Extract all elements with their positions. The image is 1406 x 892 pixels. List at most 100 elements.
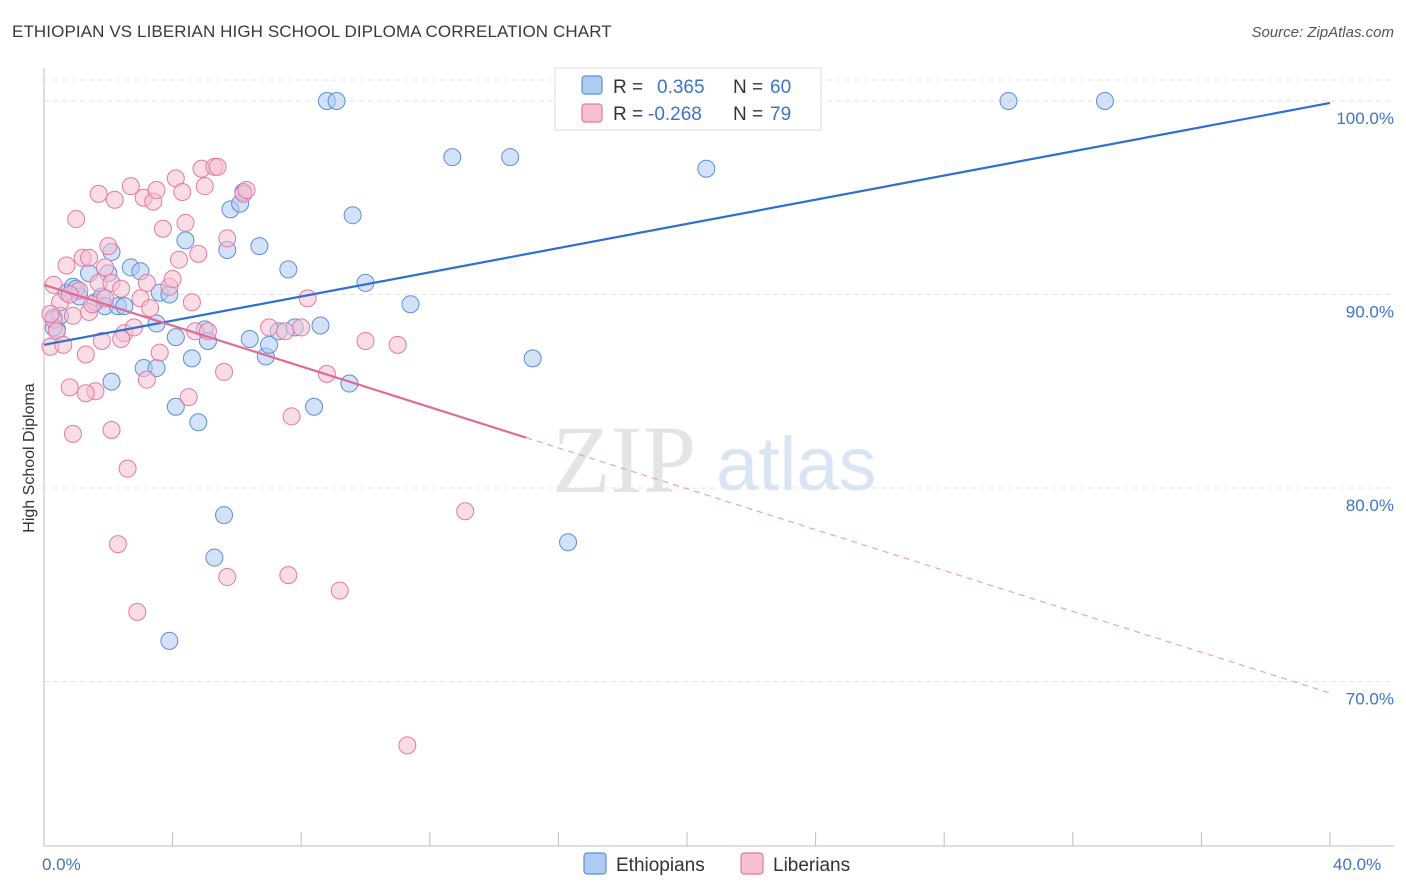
point-liberians xyxy=(388,335,407,354)
point-liberians xyxy=(279,566,298,585)
y-tick-label-100: 100.0% xyxy=(1336,109,1394,128)
point-ethiopians xyxy=(215,506,234,525)
point-liberians xyxy=(121,177,140,196)
legend-r-label-1: R = xyxy=(613,77,643,98)
point-liberians xyxy=(80,248,99,267)
point-liberians xyxy=(218,229,237,248)
point-liberians xyxy=(276,322,295,341)
point-liberians xyxy=(398,736,417,755)
source-label: Source: ZipAtlas.com xyxy=(1251,24,1394,41)
point-liberians xyxy=(102,420,121,439)
point-liberians xyxy=(76,345,95,364)
point-liberians xyxy=(330,581,349,600)
point-ethiopians xyxy=(999,92,1018,111)
point-liberians xyxy=(137,273,156,292)
point-ethiopians xyxy=(311,316,330,335)
x-ticks xyxy=(172,832,1331,846)
point-ethiopians xyxy=(182,349,201,368)
point-liberians xyxy=(105,190,124,209)
point-liberians xyxy=(456,502,475,521)
point-ethiopians xyxy=(1095,92,1114,111)
point-liberians xyxy=(112,279,131,298)
point-liberians xyxy=(356,331,375,350)
y-tick-labels: 70.0% 80.0% 90.0% 100.0% xyxy=(1336,109,1394,709)
point-liberians xyxy=(179,388,198,407)
point-ethiopians xyxy=(102,372,121,391)
legend-swatch-ethiopians xyxy=(581,75,603,95)
y-tick-label-90: 90.0% xyxy=(1346,303,1394,322)
point-ethiopians xyxy=(189,413,208,432)
point-liberians xyxy=(218,568,237,587)
point-liberians xyxy=(63,424,82,443)
chart-title: ETHIOPIAN VS LIBERIAN HIGH SCHOOL DIPLOM… xyxy=(12,22,612,41)
point-liberians xyxy=(150,343,169,362)
point-liberians xyxy=(282,407,301,426)
point-liberians xyxy=(195,177,214,196)
point-liberians xyxy=(182,293,201,312)
point-ethiopians xyxy=(279,260,298,279)
point-ethiopians xyxy=(327,92,346,111)
point-ethiopians xyxy=(115,297,134,316)
point-liberians xyxy=(137,370,156,389)
series-liberians xyxy=(41,157,475,755)
watermark-atlas: atlas xyxy=(716,422,877,507)
y-tick-label-70: 70.0% xyxy=(1346,690,1394,709)
point-ethiopians xyxy=(559,533,578,552)
legend-swatch-liberians xyxy=(581,103,603,123)
point-ethiopians xyxy=(240,330,259,349)
x-tick-label-min: 0.0% xyxy=(42,855,81,874)
legend-n-label-1: N = xyxy=(733,77,763,98)
point-liberians xyxy=(189,244,208,263)
point-liberians xyxy=(147,181,166,200)
point-liberians xyxy=(292,318,311,337)
point-liberians xyxy=(215,362,234,381)
bottom-legend-label-liberians: Liberians xyxy=(773,855,850,876)
grid-lines xyxy=(44,79,1394,683)
point-liberians xyxy=(237,181,256,200)
point-ethiopians xyxy=(205,548,224,567)
point-liberians xyxy=(260,318,279,337)
legend-n-value-1: 60 xyxy=(770,77,791,98)
point-ethiopians xyxy=(697,159,716,178)
point-liberians xyxy=(163,270,182,289)
trend-line-liberians-extension xyxy=(526,437,1331,694)
legend-r-value-1: 0.365 xyxy=(657,77,705,98)
point-liberians xyxy=(76,384,95,403)
point-ethiopians xyxy=(401,295,420,314)
point-ethiopians xyxy=(305,397,324,416)
point-liberians xyxy=(89,184,108,203)
watermark-zip: ZIP xyxy=(552,406,696,513)
x-tick-label-max: 40.0% xyxy=(1333,855,1381,874)
legend: R = 0.365 N = 60 R = -0.268 N = 79 xyxy=(554,67,822,131)
point-liberians xyxy=(112,330,131,349)
point-liberians xyxy=(41,304,60,323)
point-liberians xyxy=(208,157,227,176)
bottom-legend: Ethiopians Liberians xyxy=(583,852,850,876)
trend-line-liberians xyxy=(43,283,527,439)
point-liberians xyxy=(57,256,76,275)
point-liberians xyxy=(298,289,317,308)
point-liberians xyxy=(128,602,147,621)
point-ethiopians xyxy=(176,231,195,250)
point-liberians xyxy=(96,258,115,277)
point-liberians xyxy=(108,535,127,554)
point-liberians xyxy=(63,306,82,325)
point-liberians xyxy=(54,335,73,354)
y-tick-label-80: 80.0% xyxy=(1346,496,1394,515)
trend-lines xyxy=(43,101,1331,694)
y-axis-title: High School Diploma xyxy=(21,383,38,533)
point-liberians xyxy=(60,378,79,397)
point-liberians xyxy=(92,331,111,350)
point-ethiopians xyxy=(166,397,185,416)
point-liberians xyxy=(170,250,189,269)
bottom-legend-label-ethiopians: Ethiopians xyxy=(616,855,705,876)
point-liberians xyxy=(141,299,160,318)
legend-r-value-2: -0.268 xyxy=(648,104,702,125)
point-ethiopians xyxy=(166,328,185,347)
point-liberians xyxy=(67,210,86,229)
legend-n-value-2: 79 xyxy=(770,104,791,125)
point-ethiopians xyxy=(443,148,462,167)
point-ethiopians xyxy=(250,237,269,256)
point-ethiopians xyxy=(523,349,542,368)
